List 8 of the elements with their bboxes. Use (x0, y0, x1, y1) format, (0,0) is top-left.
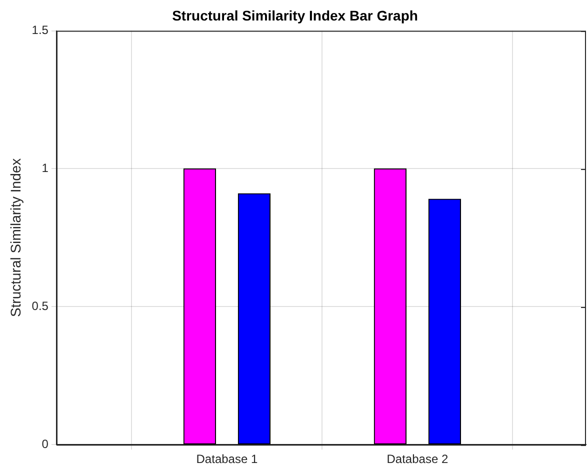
y-tick-label: 1.5 (32, 23, 49, 38)
chart-title: Structural Similarity Index Bar Graph (172, 7, 418, 24)
y-axis-title: Structural Similarity Index (7, 158, 24, 318)
y-tick-label: 1 (42, 161, 49, 176)
x-tick-label: Database 2 (386, 452, 448, 466)
y-tick-label: 0 (42, 436, 49, 451)
y-tick-label: 0.5 (32, 298, 49, 313)
x-tick-label: Database 1 (196, 452, 258, 466)
